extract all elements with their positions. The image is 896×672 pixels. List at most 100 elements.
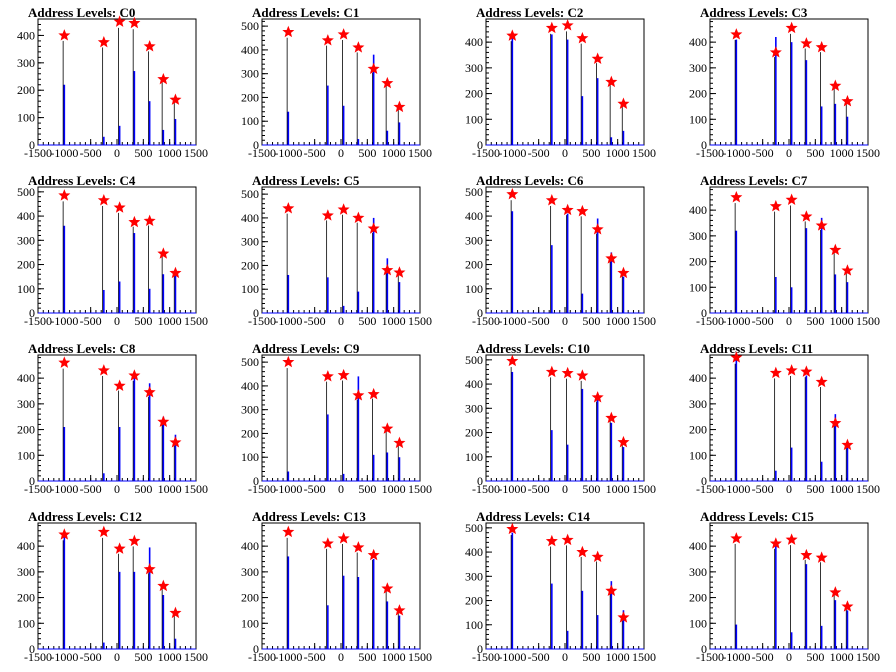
x-tick-label: 0 — [338, 146, 344, 160]
y-tick-label: 0 — [477, 474, 483, 488]
y-tick-label: 400 — [689, 203, 707, 217]
x-tick-label: -1500 — [24, 482, 52, 496]
peak-marker — [815, 219, 828, 231]
peak-marker — [337, 368, 350, 381]
chart-panel: Address Levels: C9 0 100 200 300 400 500 -1500-… — [224, 336, 448, 504]
peak-marker — [829, 79, 842, 91]
x-tick-label: 0 — [562, 650, 568, 664]
x-tick-label: -500 — [752, 482, 774, 496]
x-tick-label: -1500 — [472, 482, 500, 496]
x-tick-label: 1500 — [632, 650, 656, 664]
chart-title: Address Levels: C0 — [28, 5, 135, 20]
x-tick-label: 1500 — [856, 314, 880, 328]
x-tick-label: 0 — [114, 482, 120, 496]
peak-marker — [113, 201, 126, 213]
peak-marker — [169, 606, 182, 619]
peak-marker — [393, 436, 406, 449]
x-tick-label: 500 — [134, 146, 152, 160]
y-tick-label: 100 — [465, 618, 483, 632]
y-tick-label: 200 — [465, 594, 483, 608]
x-tick-label: 1500 — [184, 146, 208, 160]
peak-marker — [829, 243, 842, 256]
x-tick-label: 1000 — [830, 314, 854, 328]
peak-marker — [282, 25, 295, 38]
peak-marker — [128, 215, 141, 228]
x-tick-label: -500 — [528, 482, 550, 496]
peak-marker — [730, 532, 743, 544]
x-tick-label: 1500 — [408, 314, 432, 328]
x-tick-label: -1000 — [274, 482, 302, 496]
x-tick-label: -500 — [752, 314, 774, 328]
chart-title: Address Levels: C7 — [700, 173, 808, 188]
y-tick-label: 400 — [241, 211, 259, 225]
x-tick-label: -1500 — [24, 146, 52, 160]
x-tick-label: -1500 — [696, 146, 724, 160]
y-tick-label: 300 — [465, 569, 483, 583]
x-tick-label: -1000 — [50, 146, 78, 160]
x-tick-label: 0 — [562, 314, 568, 328]
x-tick-label: 500 — [582, 314, 600, 328]
peak-marker — [58, 356, 71, 368]
chart-panel: Address Levels: C10 0 100 200 300 400 500 -1500… — [448, 336, 672, 504]
x-tick-label: 1000 — [158, 146, 182, 160]
peak-marker — [815, 40, 828, 53]
peak-marker — [321, 34, 334, 46]
y-tick-label: 0 — [29, 138, 35, 152]
chart-svg: Address Levels: C60100200300400500-1500-… — [465, 173, 656, 328]
peak-marker — [545, 365, 558, 378]
peak-marker — [352, 41, 365, 53]
y-tick-label: 0 — [701, 642, 707, 656]
x-tick-label: 1000 — [830, 650, 854, 664]
chart-svg: Address Levels: C0 0 100 200 300 400 -1500-100… — [17, 5, 208, 160]
peak-marker — [352, 541, 365, 553]
peak-marker — [128, 16, 141, 29]
peak-marker — [367, 222, 380, 234]
y-tick-label: 100 — [465, 282, 483, 296]
x-tick-label: 1500 — [408, 482, 432, 496]
y-tick-label: 0 — [29, 306, 35, 320]
y-tick-label: 300 — [689, 397, 707, 411]
peak-marker — [576, 204, 589, 217]
x-tick-label: 1500 — [632, 482, 656, 496]
y-tick-label: 200 — [17, 83, 35, 97]
y-tick-label: 0 — [701, 306, 707, 320]
y-tick-label: 0 — [701, 474, 707, 488]
x-tick-label: -1500 — [24, 314, 52, 328]
y-tick-label: 0 — [253, 474, 259, 488]
peak-marker — [97, 525, 110, 538]
y-tick-label: 400 — [465, 209, 483, 223]
y-tick-label: 300 — [17, 565, 35, 579]
peak-marker — [113, 15, 126, 27]
y-tick-label: 300 — [17, 56, 35, 70]
y-tick-label: 100 — [689, 448, 707, 462]
x-tick-label: 1500 — [184, 650, 208, 664]
x-tick-label: -1500 — [696, 482, 724, 496]
y-tick-label: 200 — [17, 258, 35, 272]
x-tick-label: -1500 — [472, 146, 500, 160]
peak-marker — [841, 94, 854, 107]
y-tick-label: 500 — [465, 521, 483, 535]
peak-marker — [800, 548, 813, 561]
peak-marker — [506, 29, 519, 41]
x-tick-label: 1000 — [158, 482, 182, 496]
peak-marker — [800, 365, 813, 377]
peak-marker — [337, 28, 350, 40]
x-tick-label: -1000 — [722, 650, 750, 664]
x-tick-label: 500 — [358, 146, 376, 160]
x-tick-label: 1500 — [856, 146, 880, 160]
x-tick-label: -1500 — [472, 314, 500, 328]
x-tick-label: 1000 — [158, 650, 182, 664]
x-tick-label: 0 — [786, 314, 792, 328]
x-tick-label: 500 — [134, 482, 152, 496]
y-tick-label: 500 — [241, 355, 259, 369]
peak-marker — [381, 582, 394, 594]
y-tick-label: 0 — [253, 642, 259, 656]
chart-title: Address Levels: C15 — [700, 509, 814, 524]
x-tick-label: 1000 — [158, 314, 182, 328]
y-tick-label: 200 — [465, 87, 483, 101]
y-tick-label: 0 — [29, 642, 35, 656]
x-tick-label: -1000 — [274, 650, 302, 664]
peak-marker — [58, 29, 71, 41]
peak-marker — [58, 528, 71, 540]
